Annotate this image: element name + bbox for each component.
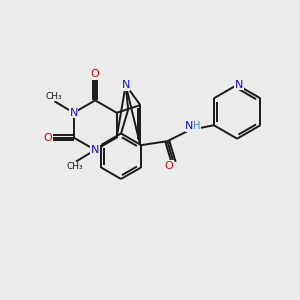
Text: N: N	[91, 145, 99, 155]
Text: N: N	[235, 80, 243, 90]
Text: O: O	[165, 160, 174, 171]
Text: CH₃: CH₃	[67, 162, 83, 171]
Text: N: N	[122, 80, 130, 90]
Text: N: N	[70, 108, 78, 118]
Text: O: O	[91, 69, 100, 79]
Text: H: H	[193, 121, 200, 131]
Text: O: O	[43, 133, 52, 142]
Text: CH₃: CH₃	[45, 92, 62, 100]
Text: N: N	[185, 121, 194, 131]
